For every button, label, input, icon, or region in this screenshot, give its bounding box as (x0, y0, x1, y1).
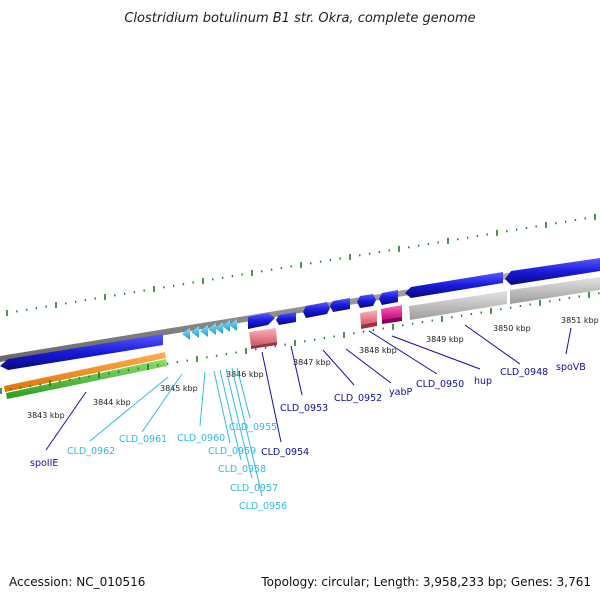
scale-label: 3851 kbp (561, 316, 599, 325)
gene-label-cld-0953[interactable]: CLD_0953 (280, 403, 328, 414)
cds-feature (191, 326, 199, 338)
hypothetical-gene-arrows (182, 319, 237, 340)
gene-leader-line (236, 367, 251, 419)
scale-label: 3843 kbp (27, 411, 65, 420)
cds-feature (182, 328, 190, 340)
cds-feature (505, 258, 600, 285)
gene-leader-line (141, 373, 183, 433)
kbp-scale: 3843 kbp 3844 kbp 3845 kbp 3846 kbp 3847 kbp… (27, 316, 599, 420)
accession-label: Accession: NC_010516 (9, 575, 145, 589)
gene-leader-line (231, 367, 263, 497)
gene-label-cld-0962[interactable]: CLD_0962 (67, 446, 115, 457)
pink-feature (360, 310, 377, 326)
gene-leader-line (89, 376, 169, 442)
cds-feature (357, 294, 376, 308)
gene-label-cld-0954[interactable]: CLD_0954 (261, 447, 309, 458)
gene-label-cld-0950[interactable]: CLD_0950 (416, 379, 464, 390)
magenta-feature (381, 305, 402, 321)
gene-label-hup[interactable]: hup (474, 376, 492, 387)
cds-feature (276, 312, 296, 325)
gene-leader-line (345, 348, 392, 384)
outer-tick-ring (6, 213, 596, 316)
genome-summary-label: Topology: circular; Length: 3,958,233 bp… (260, 575, 591, 589)
cds-feature (379, 290, 398, 305)
gene-label-spoiie[interactable]: spoIIE (30, 458, 58, 469)
cds-feature (229, 319, 237, 331)
gene-label-cld-0957[interactable]: CLD_0957 (230, 483, 278, 494)
cds-feature (215, 322, 223, 334)
scale-label: 3844 kbp (93, 398, 131, 407)
gene-leader-line (368, 330, 438, 375)
green-band-feature (6, 359, 167, 399)
cds-feature (222, 320, 230, 332)
gene-label-cld-0958[interactable]: CLD_0958 (218, 464, 266, 475)
gray-band-feature (409, 291, 507, 320)
orange-band-feature (4, 352, 166, 392)
cds-feature (200, 325, 208, 337)
gene-label-cld-0952[interactable]: CLD_0952 (334, 393, 382, 404)
gene-label-cld-0960[interactable]: CLD_0960 (177, 433, 225, 444)
scale-label: 3848 kbp (359, 346, 397, 355)
pink-feature-edge (361, 322, 377, 329)
inner-tick-ring (0, 291, 600, 394)
gene-label-spovb[interactable]: spoVB (556, 362, 586, 373)
gene-leader-line (225, 368, 253, 479)
gene-label-cld-0948[interactable]: CLD_0948 (500, 367, 548, 378)
cds-feature (0, 334, 163, 370)
gene-leader-line (391, 335, 481, 370)
cds-feature (208, 323, 216, 335)
scale-label: 3845 kbp (160, 384, 198, 393)
gene-label-cld-0959[interactable]: CLD_0959 (208, 446, 256, 457)
gene-leader-line (213, 370, 231, 444)
gene-label-cld-0955[interactable]: CLD_0955 (229, 422, 277, 433)
scale-label: 3846 kbp (226, 370, 264, 379)
cds-feature (405, 272, 503, 298)
gene-labels: spoIIE CLD_0962 CLD_0961 CLD_0960 CLD_0959 CL… (30, 362, 586, 512)
gene-leader-line (565, 327, 572, 355)
gene-leader-line (261, 351, 282, 443)
map-title: Clostridium botulinum B1 str. Okra, comp… (124, 11, 475, 26)
cds-feature (330, 298, 350, 312)
pink-feature (249, 328, 277, 346)
pink-feature-edge (251, 342, 277, 349)
gene-leader-line (464, 324, 521, 365)
gene-leader-line (290, 345, 303, 396)
cds-feature (303, 302, 330, 318)
magenta-feature-edge (382, 317, 402, 324)
gene-leader-line (322, 349, 355, 386)
gene-label-cld-0956[interactable]: CLD_0956 (239, 501, 287, 512)
cds-feature (248, 313, 275, 329)
scale-label: 3850 kbp (493, 324, 531, 333)
gene-leader-line (45, 391, 87, 451)
gene-label-cld-0961[interactable]: CLD_0961 (119, 434, 167, 445)
scale-label: 3849 kbp (426, 335, 464, 344)
gene-label-yabp[interactable]: yabP (389, 387, 412, 398)
scale-label: 3847 kbp (293, 358, 331, 367)
gray-band-feature (510, 277, 600, 304)
gene-leader-line (219, 369, 242, 461)
gene-leader-line (199, 371, 206, 427)
feature-tracks (0, 258, 600, 399)
gene-leader-lines (45, 324, 572, 497)
